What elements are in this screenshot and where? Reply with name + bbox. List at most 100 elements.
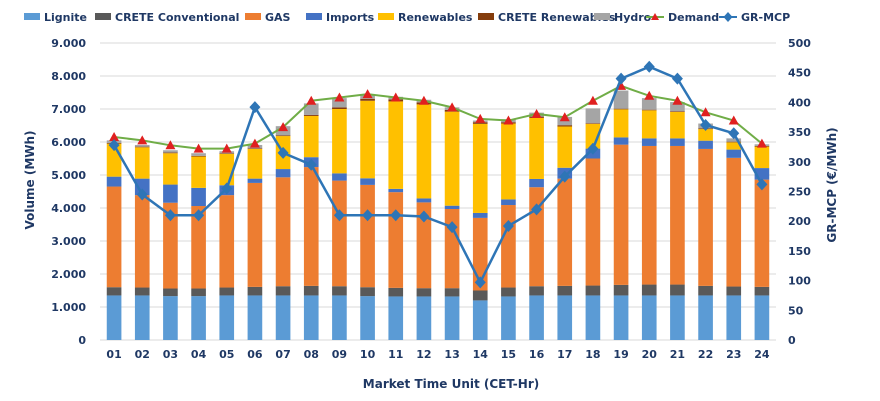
bar-segment bbox=[388, 296, 404, 340]
demand-point bbox=[165, 140, 176, 150]
bar-segment bbox=[303, 103, 319, 115]
bar-segment bbox=[275, 169, 291, 178]
axes: 0 1.000 2.000 3.000 4.000 5.000 6.000 7.000 8.00… bbox=[51, 37, 811, 361]
bar-segment bbox=[332, 173, 347, 181]
demand-point bbox=[475, 113, 486, 123]
mcp-point bbox=[474, 276, 486, 289]
legend-label: Lignite bbox=[44, 11, 87, 24]
bar-segment bbox=[557, 178, 573, 286]
x-tick-label: 16 bbox=[529, 348, 545, 361]
mcp-point bbox=[446, 221, 458, 234]
bar-segment bbox=[726, 138, 742, 142]
bar-segment bbox=[106, 186, 122, 288]
bar-segment bbox=[360, 178, 375, 185]
bar-segment bbox=[388, 101, 404, 189]
bar-segment bbox=[641, 145, 657, 285]
x-tick-label: 23 bbox=[726, 348, 741, 361]
bar-segment bbox=[247, 148, 263, 179]
bar-segment bbox=[332, 180, 347, 287]
y2-axis-title: GR-MCP (€/MWh) bbox=[825, 127, 839, 242]
bar-segment bbox=[416, 104, 432, 199]
bar-segment bbox=[106, 287, 122, 296]
bar-segment bbox=[191, 156, 206, 188]
mcp-point bbox=[559, 170, 571, 183]
bar-segment bbox=[501, 199, 516, 206]
y-tick-label: 9.000 bbox=[51, 37, 86, 50]
bar-segment bbox=[670, 111, 685, 112]
bar-segment bbox=[670, 295, 685, 340]
stacked-bars bbox=[106, 90, 770, 340]
legend-swatch bbox=[24, 13, 40, 20]
bar-segment bbox=[754, 168, 770, 180]
mcp-point bbox=[728, 127, 740, 140]
bar-segment bbox=[106, 176, 122, 187]
bar-segment bbox=[585, 158, 601, 286]
bar-segment bbox=[641, 138, 657, 146]
legend-marker bbox=[723, 12, 733, 22]
x-tick-label: 02 bbox=[135, 348, 150, 361]
bar-segment bbox=[247, 182, 263, 287]
x-tick-label: 15 bbox=[501, 348, 516, 361]
x-tick-label: 17 bbox=[557, 348, 572, 361]
x-tick-label: 06 bbox=[247, 348, 263, 361]
mcp-point bbox=[418, 210, 430, 223]
y2-tick-label: 150 bbox=[788, 245, 811, 258]
y-tick-label: 8.000 bbox=[51, 70, 86, 83]
legend-label: CRETE Conventional bbox=[115, 11, 239, 24]
mcp-point bbox=[531, 203, 543, 216]
demand-point bbox=[587, 95, 598, 105]
mcp-point bbox=[700, 118, 712, 131]
bar-segment bbox=[191, 206, 206, 289]
bar-segment bbox=[501, 296, 516, 340]
legend-swatch bbox=[594, 13, 610, 20]
bar-segment bbox=[670, 111, 685, 139]
mcp-point bbox=[615, 72, 627, 85]
y2-tick-label: 200 bbox=[788, 215, 811, 228]
bar-segment bbox=[472, 212, 488, 218]
x-tick-label: 03 bbox=[163, 348, 178, 361]
mcp-point bbox=[305, 158, 317, 171]
mcp-point bbox=[671, 72, 683, 85]
legend-label: Hydro bbox=[614, 11, 652, 24]
x-tick-label: 13 bbox=[444, 348, 459, 361]
y-tick-label: 5.000 bbox=[51, 169, 86, 182]
mcp-point bbox=[587, 142, 599, 155]
mcp-point bbox=[221, 182, 233, 195]
demand-point bbox=[334, 92, 345, 102]
bar-segment bbox=[134, 147, 150, 179]
demand-point bbox=[531, 108, 542, 118]
bar-segment bbox=[303, 115, 319, 158]
bar-segment bbox=[472, 300, 488, 340]
y-tick-label: 6.000 bbox=[51, 136, 86, 149]
bar-segment bbox=[388, 188, 404, 193]
legend-swatch bbox=[306, 13, 322, 20]
bar-segment bbox=[670, 138, 685, 146]
mcp-point bbox=[333, 209, 345, 222]
mcp-point bbox=[249, 101, 261, 114]
bar-segment bbox=[416, 288, 432, 297]
demand-point bbox=[418, 95, 429, 105]
demand-point bbox=[362, 89, 373, 99]
bar-segment bbox=[501, 205, 516, 288]
y2-tick-label: 50 bbox=[788, 304, 804, 317]
legend-label: GR-MCP bbox=[741, 11, 790, 24]
bar-segment bbox=[698, 140, 713, 149]
y-tick-label: 1.000 bbox=[51, 301, 86, 314]
y2-tick-label: 250 bbox=[788, 186, 811, 199]
x-tick-label: 18 bbox=[585, 348, 600, 361]
bar-segment bbox=[191, 153, 206, 156]
bar-segment bbox=[303, 285, 319, 296]
mcp-point bbox=[108, 139, 120, 152]
y2-tick-label: 450 bbox=[788, 67, 811, 80]
bar-segment bbox=[219, 153, 235, 154]
legend-label: CRETE Renewables bbox=[498, 11, 616, 24]
bar-segment bbox=[726, 142, 742, 150]
bar-segment bbox=[191, 187, 206, 207]
bar-segment bbox=[332, 109, 347, 174]
bar-segment bbox=[360, 100, 375, 179]
bar-segment bbox=[219, 295, 235, 340]
bar-segment bbox=[219, 153, 235, 186]
bar-segment bbox=[613, 108, 629, 110]
x-tick-label: 22 bbox=[698, 348, 713, 361]
bar-segment bbox=[163, 184, 178, 203]
